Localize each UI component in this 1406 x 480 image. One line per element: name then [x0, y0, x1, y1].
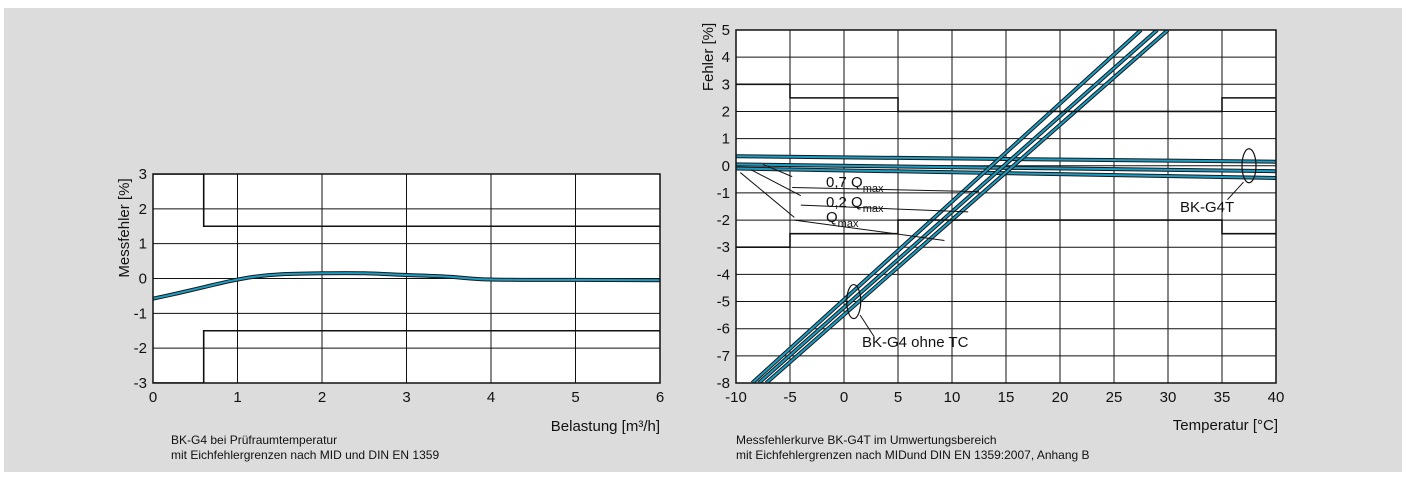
x-tick-label-1-2: 0 — [840, 389, 848, 406]
y-tick-label-1-0: 5 — [722, 22, 730, 39]
annotation-group — [740, 148, 1257, 338]
limit-line-1-6 — [736, 83, 1276, 113]
series-group-1 — [736, 30, 1276, 383]
error-curve-1-0 — [736, 155, 1276, 163]
y-tick-label-1-11: -6 — [717, 321, 730, 338]
chart-0-group: 0 1 2 3 4 5 6 3 2 1 0 -1 -2 -3 — [134, 166, 665, 406]
error-curve-0-0 — [153, 272, 660, 300]
error-curve-1-4 — [758, 30, 1158, 383]
x-tick-label-0-4: 4 — [487, 389, 495, 406]
x-tick-label-0-5: 5 — [571, 389, 579, 406]
right-caption-line1: Messfehlerkurve BK-G4T im Umwertungsbere… — [736, 433, 997, 447]
x-tick-label-1-8: 30 — [1160, 389, 1177, 406]
y-tick-label-1-10: -5 — [717, 294, 730, 311]
error-curve-1-5 — [765, 30, 1169, 383]
x-tick-label-1-4: 10 — [944, 389, 961, 406]
right-caption-line2: mit Eichfehlergrenzen nach MIDund DIN EN… — [736, 448, 1090, 462]
bk-g4t-ellipse — [1241, 148, 1257, 184]
label-0-2-qmax-sub: max — [863, 203, 884, 215]
x-tick-label-1-0: -10 — [725, 389, 747, 406]
plot-frame-1 — [735, 29, 1277, 384]
limit-line-0-1 — [153, 174, 660, 228]
x-tick-label-0-6: 6 — [656, 389, 664, 406]
left-y-axis-label: Messfehler [%] — [116, 178, 133, 277]
leader-line-1 — [800, 204, 969, 213]
limit-line-0-2 — [153, 329, 660, 383]
chart-1-group: -10 -5 0 5 10 15 20 25 30 35 40543210-1-2-3-4-5-6-… — [717, 22, 1285, 406]
left-caption-line2: mit Eichfehlergrenzen nach MID und DIN E… — [171, 448, 439, 462]
y-tick-label-0-4: -1 — [134, 305, 147, 322]
label-0-7-qmax-main: 0,7 Q — [826, 174, 863, 191]
y-tick-label-1-6: -1 — [717, 185, 730, 202]
x-tick-label-1-5: 15 — [998, 389, 1015, 406]
leader-diag-2 — [740, 172, 795, 218]
y-tick-label-1-5: 0 — [722, 158, 730, 175]
leader-diag-1 — [750, 169, 802, 197]
y-tick-label-0-6: -3 — [134, 375, 147, 392]
y-tick-label-1-8: -3 — [717, 239, 730, 256]
error-curve-1-3 — [751, 30, 1142, 383]
left-caption-line1: BK-G4 bei Prüfraumtemperatur — [171, 433, 337, 447]
leader-line-2 — [794, 219, 945, 241]
y-tick-label-1-1: 4 — [722, 49, 730, 66]
y-tick-label-1-9: -4 — [717, 266, 730, 283]
y-tick-label-0-3: 0 — [139, 271, 147, 288]
y-tick-label-1-7: -2 — [717, 212, 730, 229]
y-tick-label-1-3: 2 — [722, 103, 730, 120]
x-tick-label-0-1: 1 — [233, 389, 241, 406]
leader-diag-0 — [762, 163, 793, 178]
label-qmax-main: Q — [826, 209, 838, 226]
y-tick-label-0-0: 3 — [139, 166, 147, 183]
y-tick-label-1-13: -8 — [717, 375, 730, 392]
bk-g4-leader — [859, 314, 875, 338]
x-tick-label-1-1: -5 — [783, 389, 796, 406]
x-tick-label-1-7: 25 — [1106, 389, 1123, 406]
x-tick-label-1-3: 5 — [894, 389, 902, 406]
y-tick-label-0-1: 2 — [139, 201, 147, 218]
limit-line-1-7 — [736, 219, 1276, 249]
x-tick-label-1-10: 40 — [1268, 389, 1285, 406]
label-bk-g4-ohne-tc: BK-G4 ohne TC — [862, 334, 969, 351]
x-tick-label-0-3: 3 — [402, 389, 410, 406]
y-tick-label-0-5: -2 — [134, 340, 147, 357]
error-curve-1-1 — [736, 163, 1276, 173]
x-tick-label-1-9: 35 — [1214, 389, 1231, 406]
y-tick-label-1-2: 3 — [722, 76, 730, 93]
plot-frame-0 — [152, 173, 661, 384]
bk-g4t-leader — [1227, 181, 1244, 201]
leader-line-0 — [792, 186, 980, 193]
x-tick-label-0-2: 2 — [318, 389, 326, 406]
x-tick-label-1-6: 20 — [1052, 389, 1069, 406]
series-group-0 — [153, 174, 660, 383]
x-tick-label-0-0: 0 — [149, 389, 157, 406]
right-y-axis-label: Fehler [%] — [700, 23, 717, 91]
label-bk-g4t: BK-G4T — [1180, 199, 1234, 216]
y-tick-label-1-12: -7 — [717, 348, 730, 365]
y-tick-label-1-4: 1 — [722, 131, 730, 148]
right-x-axis-label: Temperatur [°C] — [1173, 417, 1278, 434]
left-x-axis-label: Belastung [m³/h] — [551, 418, 660, 435]
y-tick-label-0-2: 1 — [139, 236, 147, 253]
bk-g4-ellipse — [846, 283, 862, 320]
